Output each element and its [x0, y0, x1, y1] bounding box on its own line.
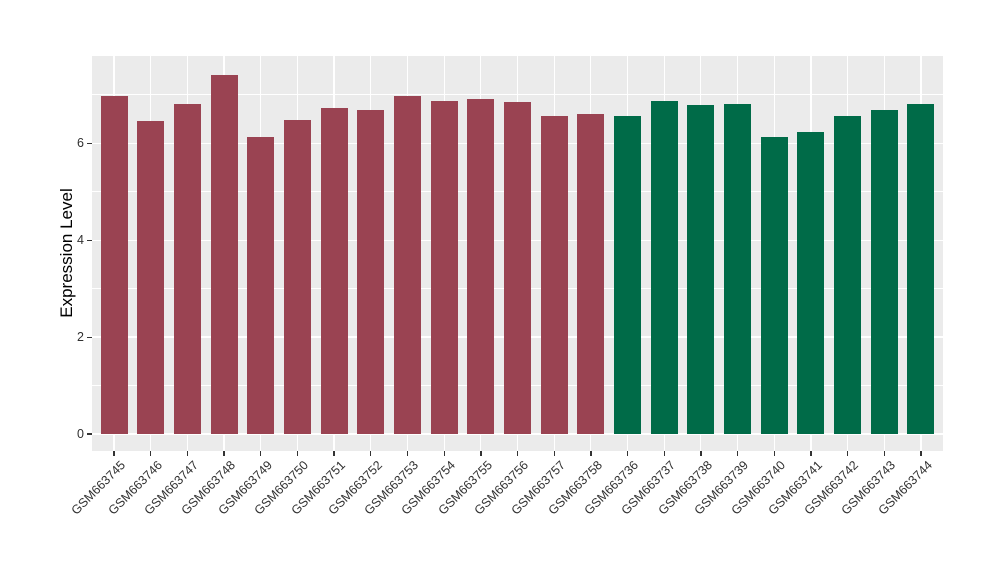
x-axis-tick: [847, 451, 849, 456]
y-axis-tick: [87, 239, 92, 241]
bar-GSM663751: [320, 107, 348, 434]
x-axis-tick: [260, 451, 262, 456]
x-axis-tick: [810, 451, 812, 456]
bar-GSM663757: [540, 116, 568, 434]
y-axis-tick: [87, 142, 92, 144]
bar-GSM663755: [467, 98, 495, 434]
bar-GSM663745: [100, 95, 128, 434]
bar-GSM663739: [724, 104, 752, 434]
bar-GSM663750: [283, 119, 311, 434]
x-axis-tick: [773, 451, 775, 456]
bar-GSM663752: [357, 109, 385, 434]
x-axis-tick: [700, 451, 702, 456]
x-axis-tick: [883, 451, 885, 456]
x-axis-tick: [553, 451, 555, 456]
x-axis-tick: [370, 451, 372, 456]
y-tick-label: 0: [77, 426, 84, 441]
y-axis-title: Expression Level: [57, 188, 76, 318]
x-axis-tick: [113, 451, 115, 456]
y-axis-tick: [87, 433, 92, 435]
x-axis-tick: [590, 451, 592, 456]
bar-GSM663742: [834, 115, 862, 434]
plot-panel: [92, 56, 943, 451]
bar-GSM663743: [870, 110, 898, 434]
x-axis-tick: [223, 451, 225, 456]
bar-GSM663756: [504, 101, 531, 434]
bar-GSM663740: [760, 137, 788, 434]
y-tick-label: 2: [77, 329, 84, 344]
bar-GSM663748: [210, 74, 238, 434]
x-axis-tick: [443, 451, 445, 456]
bar-GSM663758: [577, 114, 605, 434]
bar-GSM663754: [430, 101, 458, 434]
y-tick-label: 6: [77, 135, 84, 150]
x-axis-tick: [626, 451, 629, 456]
x-axis-tick: [920, 451, 922, 456]
x-axis-tick: [663, 451, 665, 456]
x-axis-tick: [480, 451, 482, 456]
bar-GSM663744: [907, 103, 935, 434]
bar-GSM663736: [614, 116, 642, 434]
x-axis-tick: [406, 451, 409, 456]
bar-GSM663741: [797, 131, 825, 434]
x-axis-tick: [333, 451, 335, 456]
x-axis-tick: [296, 451, 299, 456]
x-axis-tick: [186, 451, 189, 456]
x-axis-tick: [150, 451, 152, 456]
y-axis-tick: [87, 336, 92, 338]
bar-GSM663738: [687, 105, 715, 434]
y-tick-label: 4: [77, 232, 84, 247]
bar-GSM663747: [173, 103, 201, 434]
bar-GSM663746: [137, 121, 165, 434]
x-axis-tick: [516, 451, 519, 456]
x-axis-tick: [736, 451, 739, 456]
bar-GSM663737: [650, 100, 678, 434]
bar-GSM663749: [247, 136, 275, 434]
bar-GSM663753: [393, 95, 421, 434]
